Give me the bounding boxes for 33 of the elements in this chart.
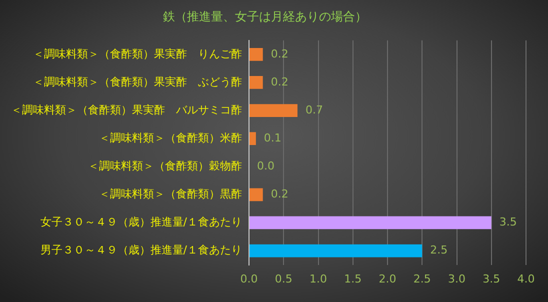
x-tick-label: 2.5 xyxy=(413,272,431,286)
y-tick-label: ＜調味料類＞（食酢類）果実酢 りんご酢 xyxy=(33,47,242,60)
x-tick-label: 3.0 xyxy=(448,272,466,286)
data-label: 0.2 xyxy=(270,75,288,88)
x-tick-label: 1.5 xyxy=(344,272,362,286)
data-label: 0.1 xyxy=(264,131,282,144)
x-tick-label: 0.5 xyxy=(274,272,292,286)
x-tick-label: 4.0 xyxy=(517,272,535,286)
x-tick-label: 3.5 xyxy=(482,272,500,286)
data-label: 2.5 xyxy=(430,244,448,257)
x-tick-label: 2.0 xyxy=(378,272,396,286)
bar xyxy=(250,76,263,89)
y-tick-label: 男子３０～４９（歳）推進量/１食あたり xyxy=(40,244,242,257)
x-tick-label: 0.0 xyxy=(240,272,258,286)
bar xyxy=(250,104,298,117)
data-label: 0.2 xyxy=(270,47,288,60)
data-label: 0.7 xyxy=(305,103,323,116)
bar xyxy=(250,48,263,61)
y-tick-label: ＜調味料類＞（食酢類）穀物酢 xyxy=(88,159,242,172)
chart-title: 鉄（推進量、女子は月経ありの場合） xyxy=(163,9,367,24)
data-label: 0.0 xyxy=(257,159,274,172)
data-label: 0.2 xyxy=(270,188,288,201)
y-tick-label: ＜調味料類＞（食酢類）黒酢 xyxy=(99,188,242,201)
bar xyxy=(250,216,492,230)
x-tick-label: 1.0 xyxy=(310,272,327,286)
bar xyxy=(250,132,256,146)
y-tick-label: ＜調味料類＞（食酢類）果実酢 ぶどう酢 xyxy=(33,75,242,88)
bar xyxy=(250,188,263,202)
bar xyxy=(250,244,422,258)
data-label: 3.5 xyxy=(499,216,517,229)
y-tick-label: 女子３０～４９（歳）推進量/１食あたり xyxy=(40,216,242,229)
y-tick-label: ＜調味料類＞（食酢類）米酢 xyxy=(99,131,242,144)
y-tick-label: ＜調味料類＞（食酢類）果実酢 バルサミコ酢 xyxy=(11,103,242,116)
